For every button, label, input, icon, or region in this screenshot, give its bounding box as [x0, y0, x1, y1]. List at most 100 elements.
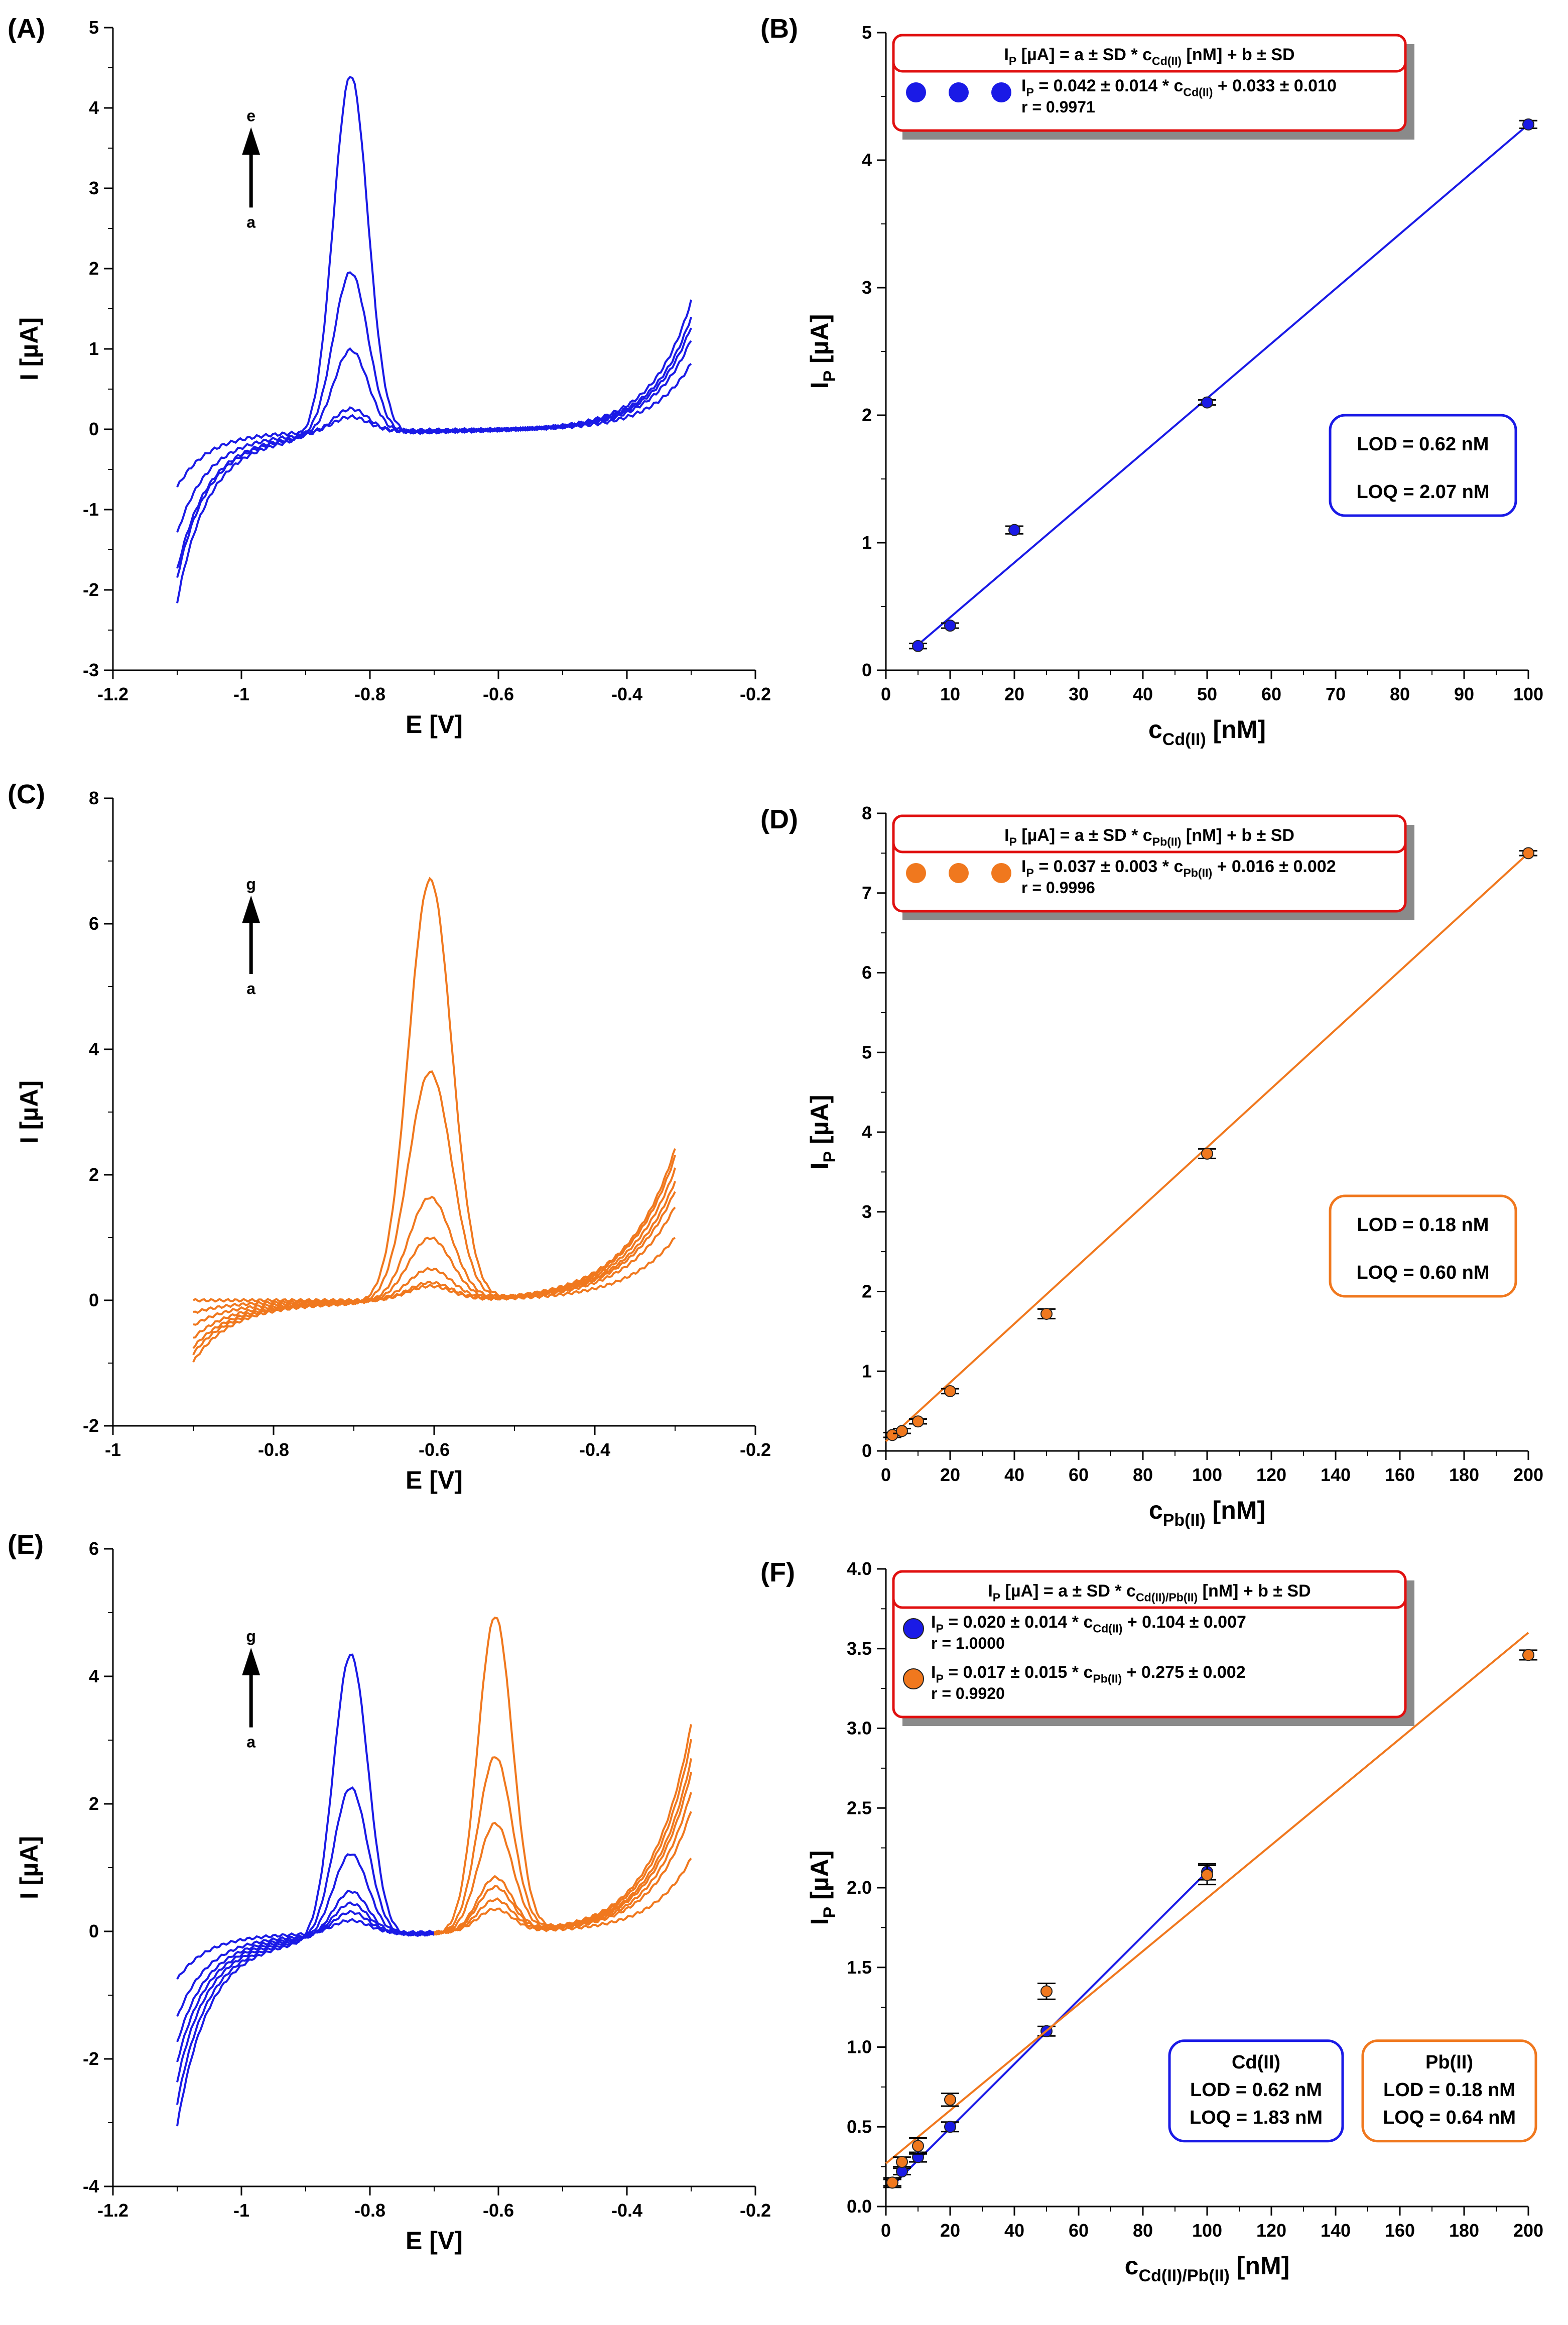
- y-tick-label: -1: [83, 499, 99, 520]
- data-point: [1040, 1985, 1053, 1998]
- legend-r-value: r = 0.9971: [1021, 98, 1095, 116]
- voltammogram-curve: [176, 1890, 435, 2062]
- y-axis-label: IP [µA]: [806, 314, 839, 389]
- y-tick-label: 5: [89, 17, 99, 38]
- x-tick-label: 0: [881, 2220, 891, 2241]
- y-tick-label: 0: [862, 1440, 872, 1461]
- y-axis-label: IP [µA]: [806, 1851, 839, 1925]
- legend-marker: [906, 863, 926, 883]
- legend-marker: [991, 863, 1011, 883]
- data-point: [1201, 1147, 1213, 1160]
- data-point: [944, 2121, 956, 2133]
- panel-e: (E) -1.2 -1 -0.8 -0.6 -0.4 -0.2 -4 -2 0 2 4 6 E [V] I …: [8, 1530, 771, 2255]
- x-tick-label: 80: [1390, 684, 1410, 704]
- x-tick-label: 120: [1256, 2220, 1286, 2241]
- legend-header-box: [892, 34, 1407, 73]
- panel-label: (B): [760, 14, 798, 44]
- x-tick-label: 50: [1197, 684, 1217, 704]
- voltammogram-curve: [192, 1167, 676, 1349]
- voltammogram-curve: [193, 1191, 676, 1326]
- arrow-label-bottom: a: [246, 1733, 255, 1751]
- y-tick-label: 2: [862, 405, 872, 425]
- x-tick-label: 80: [1133, 2220, 1153, 2241]
- arrow-head-icon: [242, 895, 260, 923]
- x-tick-label: -0.4: [611, 2200, 642, 2221]
- x-tick-label: 0: [881, 684, 891, 704]
- panel-label: (F): [760, 1557, 795, 1587]
- legend-r-value: r = 0.9920: [931, 1684, 1005, 1702]
- y-tick-label: -2: [83, 2048, 99, 2069]
- panel-c: (C) -1 -0.8 -0.6 -0.4 -0.2 -2 0 2 4 6 8 E [V] I [µA] g…: [8, 779, 771, 1494]
- x-tick-label: 140: [1321, 1464, 1351, 1485]
- lod-box: [1329, 414, 1517, 517]
- voltammogram-curve: [176, 1786, 435, 2105]
- fit-line: [885, 1632, 1529, 2164]
- voltammogram-curve: [176, 362, 692, 487]
- y-tick-label: 4: [89, 97, 99, 118]
- lod-box-line: LOD = 0.62 nM: [1357, 434, 1489, 455]
- lod-box-line: LOQ = 0.64 nM: [1383, 2107, 1516, 2128]
- y-tick-label: 0: [89, 1290, 99, 1310]
- lod-box-line: LOQ = 2.07 nM: [1356, 481, 1489, 503]
- data-point: [1201, 396, 1213, 409]
- legend-marker: [949, 82, 969, 102]
- y-tick-label: 8: [862, 803, 872, 823]
- x-tick-label: -1.2: [97, 2200, 128, 2221]
- arrow-label-bottom: a: [246, 980, 255, 998]
- x-tick-label: -1.2: [97, 684, 128, 704]
- x-axis-label: E [V]: [406, 1466, 463, 1494]
- arrow-head-icon: [242, 1647, 260, 1675]
- x-tick-label: -0.2: [740, 1439, 771, 1460]
- y-tick-label: 7: [862, 883, 872, 903]
- panel-label: (C): [8, 779, 45, 809]
- y-tick-label: 0: [862, 660, 872, 680]
- x-tick-label: 160: [1385, 1464, 1415, 1485]
- legend-header: IP [µA] = a ± SD * cCd(II)/Pb(II) [nM] +…: [988, 1581, 1311, 1604]
- legend-marker: [949, 863, 969, 883]
- panel-d: (D) 0 20 40 60 80 100 120 140 160 180 200 0 1 2 3 4 5 6 7 8 c…: [760, 803, 1543, 1530]
- x-tick-label: -0.6: [483, 684, 514, 704]
- y-tick-label: 1.0: [847, 2037, 872, 2057]
- lod-box: [1361, 2039, 1537, 2143]
- y-tick-label: -2: [83, 579, 99, 600]
- x-tick-label: -0.2: [740, 684, 771, 704]
- x-tick-label: -0.6: [419, 1439, 450, 1460]
- x-tick-label: 60: [1069, 1464, 1089, 1485]
- y-tick-label: -3: [83, 660, 99, 680]
- x-axis-label: cPb(II) [nM]: [1149, 1496, 1265, 1530]
- voltammogram-curve: [176, 271, 692, 578]
- data-point: [1008, 524, 1020, 536]
- x-tick-label: 100: [1192, 2220, 1222, 2241]
- y-tick-label: 2.5: [847, 1797, 872, 1818]
- legend-marker: [991, 82, 1011, 102]
- legend-header-box: [892, 814, 1407, 853]
- x-axis-label: cCd(II) [nM]: [1148, 715, 1266, 749]
- y-tick-label: 3: [89, 178, 99, 198]
- x-tick-label: 80: [1133, 1464, 1153, 1485]
- panel-label: (E): [8, 1530, 44, 1560]
- fit-line: [885, 852, 1529, 1442]
- data-point: [912, 640, 924, 652]
- y-tick-label: 8: [89, 788, 99, 808]
- data-point: [896, 1425, 908, 1437]
- arrow-head-icon: [242, 127, 260, 155]
- x-tick-label: -1: [233, 684, 249, 704]
- voltammogram-curve: [434, 1792, 692, 1935]
- x-tick-label: -0.4: [611, 684, 642, 704]
- arrow-label-bottom: a: [246, 213, 255, 231]
- x-tick-label: -1: [105, 1439, 121, 1460]
- y-axis-label: IP [µA]: [806, 1095, 839, 1170]
- y-axis-label: I [µA]: [15, 1836, 43, 1899]
- x-tick-label: -0.4: [579, 1439, 610, 1460]
- x-tick-label: 160: [1385, 2220, 1415, 2241]
- x-tick-label: -1: [233, 2200, 249, 2221]
- y-tick-label: -2: [83, 1415, 99, 1436]
- fit-line: [917, 124, 1529, 646]
- data-point: [896, 2156, 908, 2168]
- x-axis-label: E [V]: [406, 2227, 463, 2255]
- legend-r-value: r = 0.9996: [1021, 879, 1095, 897]
- x-tick-label: 100: [1513, 684, 1543, 704]
- lod-box-line: LOD = 0.18 nM: [1383, 2079, 1515, 2101]
- voltammogram-curve: [433, 1617, 692, 1936]
- y-tick-label: 3.0: [847, 1718, 872, 1739]
